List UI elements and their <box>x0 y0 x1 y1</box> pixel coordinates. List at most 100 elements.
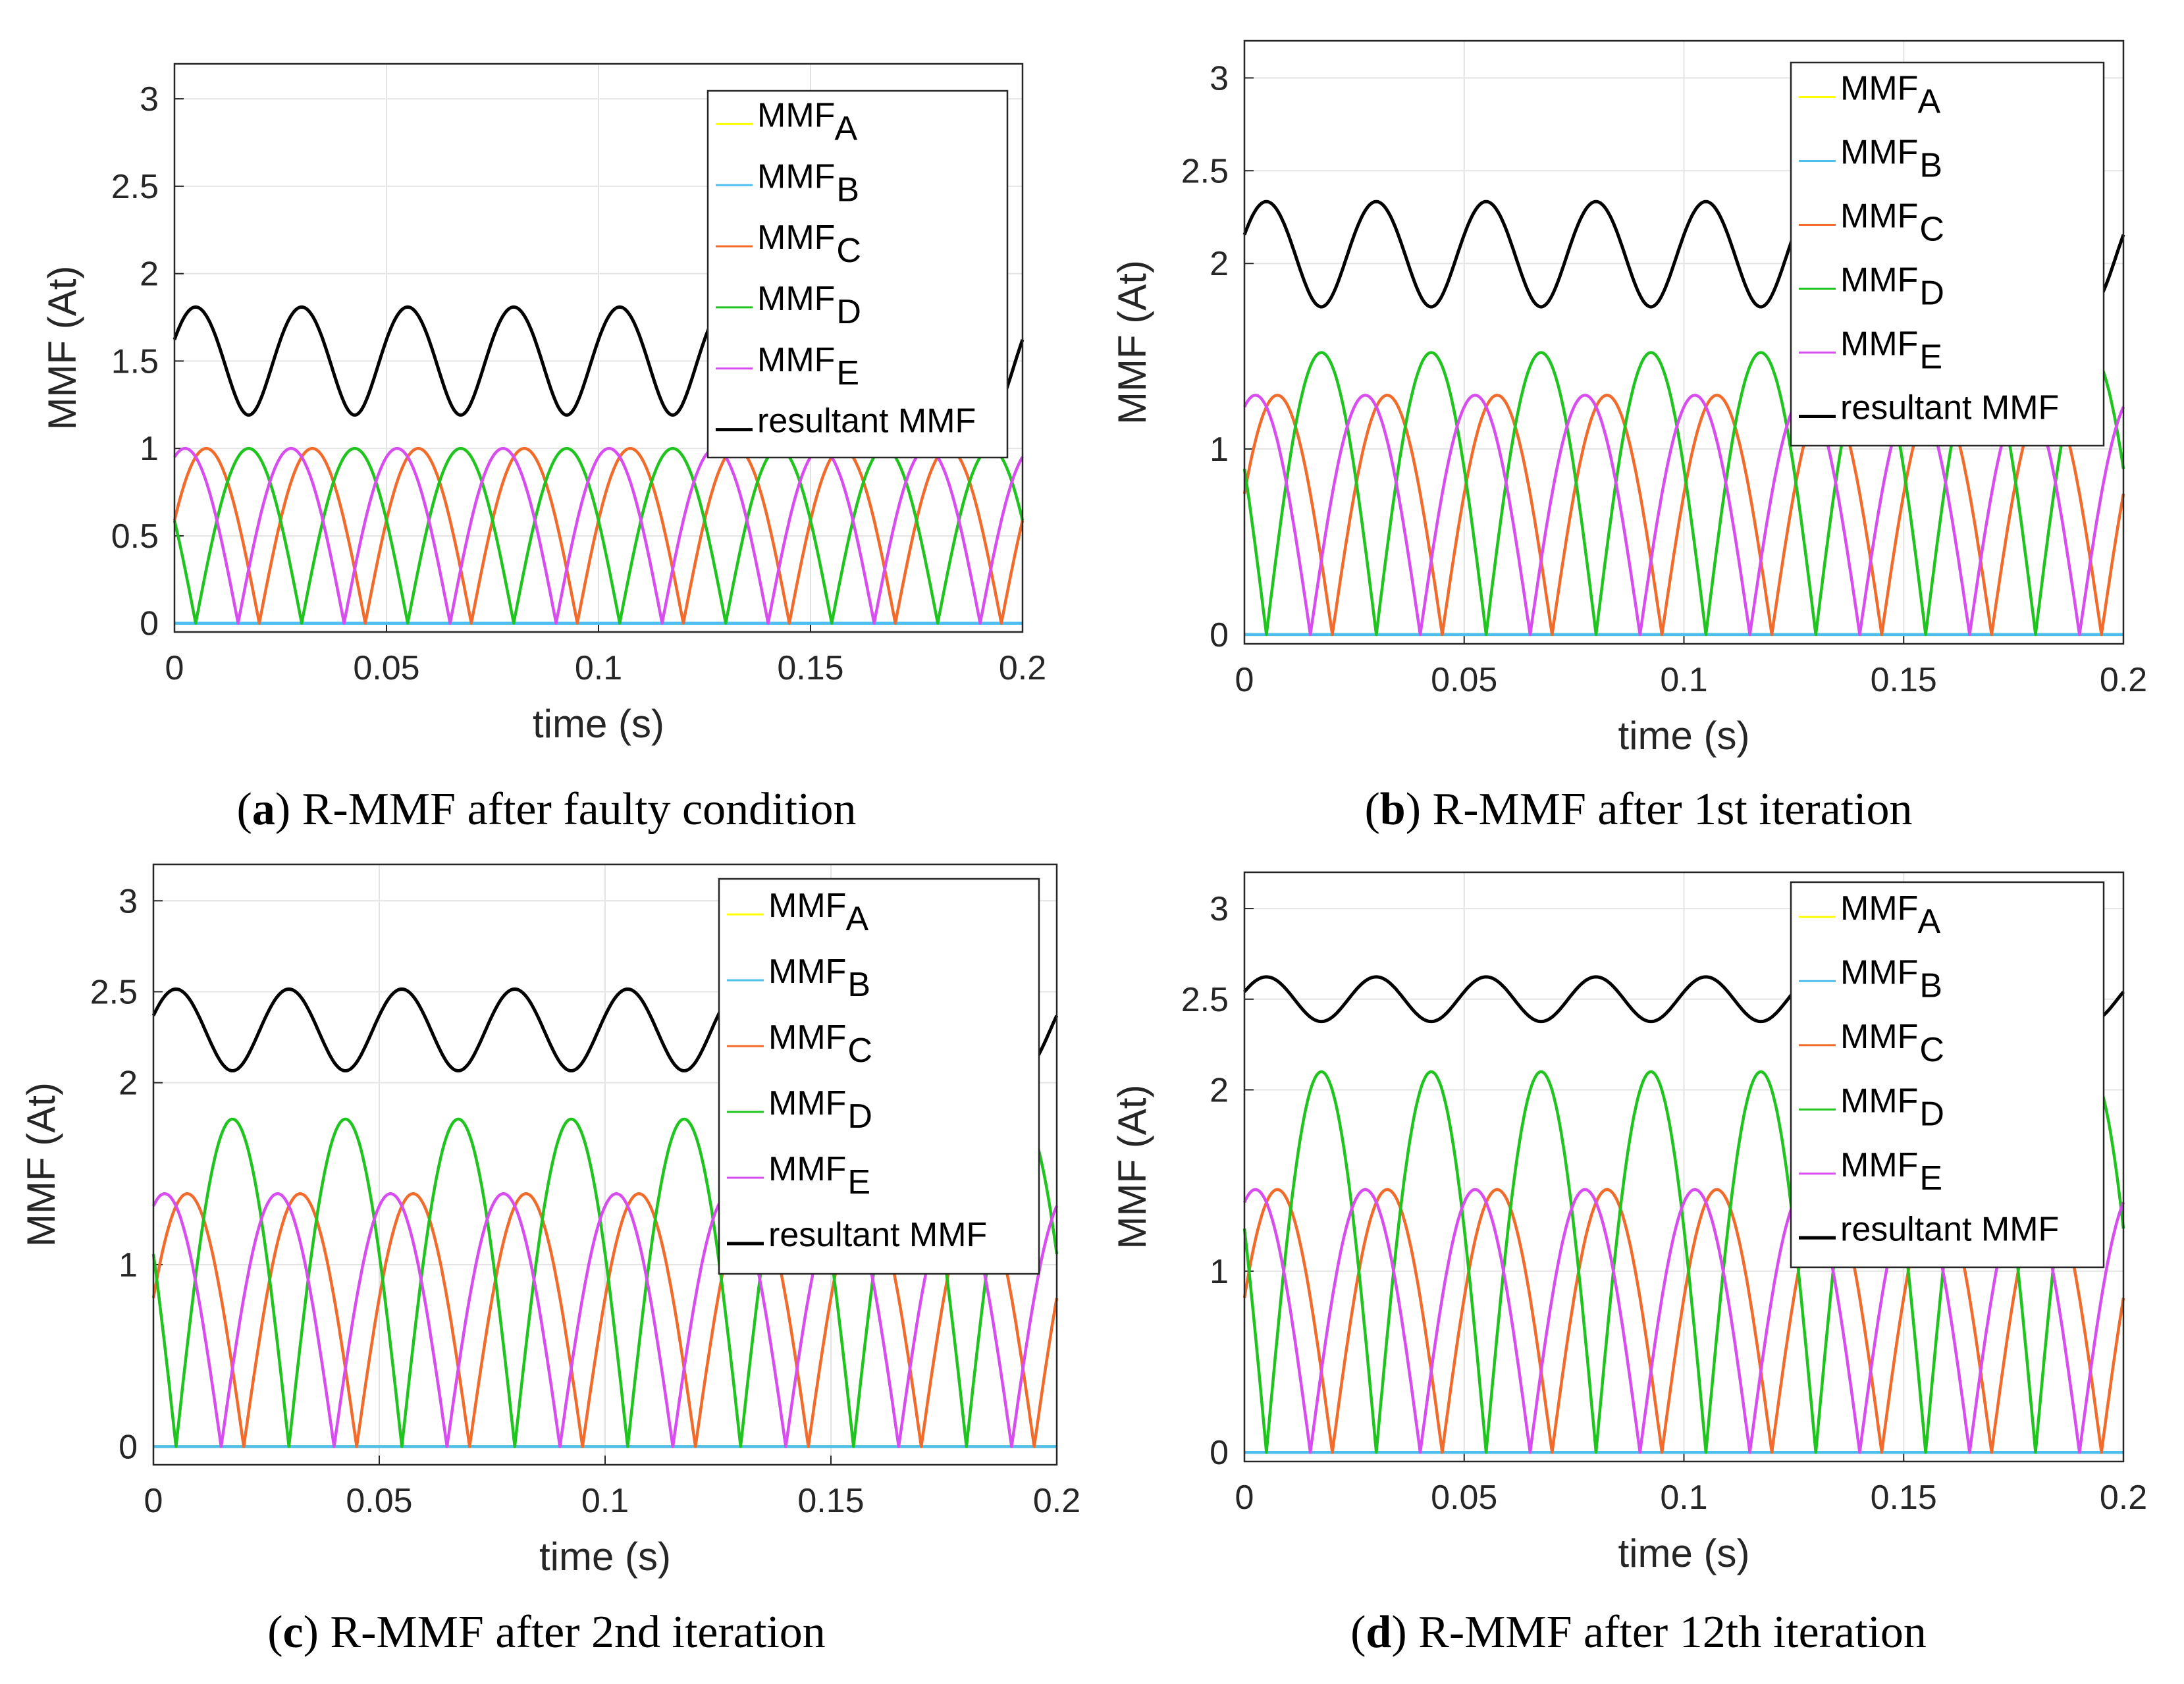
panel-a-x-tick-label: 0.15 <box>777 649 843 687</box>
panel-d-legend-subscript: B <box>1919 966 1942 1005</box>
panel-d-legend-subscript: D <box>1919 1095 1944 1133</box>
panel-d-x-axis-label: time (s) <box>1618 1531 1750 1575</box>
panel-a-x-tick-label: 0.05 <box>353 649 419 687</box>
panel-c-x-axis-label: time (s) <box>539 1535 671 1579</box>
panel-a-y-tick-label: 1.5 <box>111 342 159 381</box>
caption-d: (d) R-MMF after 12th iteration <box>1350 1607 1927 1658</box>
panel-c-x-tick-label: 0 <box>144 1482 163 1520</box>
panel-b-legend-subscript: A <box>1918 83 1941 121</box>
panel-c-y-tick-label: 3 <box>119 882 138 920</box>
caption-d-letter: d <box>1366 1607 1392 1658</box>
panel-b-y-tick-label: 3 <box>1210 59 1229 97</box>
panel-b-legend-box <box>1790 61 2105 447</box>
panel-c-legend-subscript: A <box>846 900 869 938</box>
panel-c-x-tick-label: 0.15 <box>797 1482 864 1520</box>
panel-c-x-tick-label: 0.05 <box>346 1482 412 1520</box>
panel-b-axes-box <box>1243 39 2125 645</box>
panel-c-y-tick-label: 2 <box>119 1065 138 1103</box>
panel-d-x-tick-label: 0.2 <box>2100 1479 2147 1517</box>
caption-b: (b) R-MMF after 1st iteration <box>1364 784 1913 835</box>
panel-d-y-tick-label: 2 <box>1210 1071 1229 1109</box>
panel-b-y-tick-label: 1 <box>1210 431 1229 469</box>
panel-b-x-tick-label: 0.1 <box>1660 661 1707 699</box>
panel-c-legend-box <box>718 878 1040 1275</box>
panel-b-series-line-c <box>1242 394 2125 637</box>
panel-c-legend-subscript: D <box>847 1097 872 1136</box>
panel-b-legend-subscript: B <box>1919 147 1942 185</box>
panel-d-legend-subscript: C <box>1919 1031 1944 1069</box>
panel-a-y-tick-label: 1 <box>140 430 159 468</box>
panel-b-y-axis-label: MMF (At) <box>1110 260 1154 425</box>
panel-c-y-tick-label: 2.5 <box>90 973 138 1011</box>
panel-d-y-tick-label: 3 <box>1210 890 1229 928</box>
panel-d-series-line-c <box>1242 1188 2125 1454</box>
panel-b-legend-subscript: E <box>1919 338 1942 377</box>
panel-c-legend-subscript: B <box>847 966 870 1004</box>
panel-d-axes-box <box>1243 871 2125 1463</box>
panel-c-y-tick-label: 0 <box>119 1428 138 1466</box>
panel-a-y-tick-label: 0 <box>140 605 159 643</box>
panel-d-legend-subscript: A <box>1918 903 1941 941</box>
panel-a-legend-subscript: B <box>836 171 859 209</box>
panel-c-axes-box <box>152 863 1058 1466</box>
panel-c-legend-label-resultant: resultant MMF <box>768 1216 987 1254</box>
panel-c-series-line-e <box>151 1192 1059 1448</box>
panel-a-series-line-e <box>173 446 1024 625</box>
panel-d-legend-subscript: E <box>1919 1159 1942 1197</box>
panel-b-x-axis-label: time (s) <box>1618 714 1750 758</box>
panel-d-x-tick-label: 0.1 <box>1660 1479 1707 1517</box>
panel-a-x-tick-label: 0.2 <box>999 649 1046 687</box>
panel-c-x-tick-label: 0.2 <box>1033 1482 1080 1520</box>
panel-a-axes-box <box>173 63 1024 633</box>
panel-b-x-tick-label: 0.2 <box>2100 661 2147 699</box>
panel-d-legend-box <box>1790 881 2105 1269</box>
caption-a: (a) R-MMF after faulty condition <box>236 784 857 835</box>
panel-d-y-tick-label: 0 <box>1210 1434 1229 1472</box>
panel-d-legend-label-resultant: resultant MMF <box>1840 1210 2059 1248</box>
panel-a-x-tick-label: 0.1 <box>575 649 622 687</box>
caption-a-letter: a <box>252 784 275 835</box>
caption-b-text: R-MMF after 1st iteration <box>1432 784 1913 835</box>
caption-c-text: R-MMF after 2nd iteration <box>330 1607 826 1658</box>
caption-a-text: R-MMF after faulty condition <box>302 784 857 835</box>
panel-a-legend-subscript: A <box>835 109 858 147</box>
panel-a-y-tick-label: 2.5 <box>111 168 159 206</box>
panel-c-y-axis-label: MMF (At) <box>19 1082 63 1247</box>
panel-d-x-tick-label: 0.15 <box>1871 1479 1937 1517</box>
panel-a-legend-label-resultant: resultant MMF <box>757 402 976 440</box>
panel-b-x-tick-label: 0.15 <box>1871 661 1937 699</box>
panel-b-legend-subscript: D <box>1919 275 1944 313</box>
panel-a-y-tick-label: 3 <box>140 80 159 118</box>
panel-b-x-tick-label: 0 <box>1235 661 1254 699</box>
panel-b-y-tick-label: 2 <box>1210 245 1229 283</box>
panel-a-legend-subscript: D <box>836 293 861 331</box>
panel-a-legend-subscript: E <box>836 354 859 392</box>
panel-b-legend-subscript: C <box>1919 211 1944 249</box>
panel-c-y-tick-label: 1 <box>119 1246 138 1284</box>
caption-d-text: R-MMF after 12th iteration <box>1418 1607 1927 1658</box>
panel-c-legend-subscript: C <box>847 1032 872 1070</box>
panel-d-y-tick-label: 2.5 <box>1181 981 1229 1019</box>
panel-a-y-axis-label: MMF (At) <box>40 266 84 431</box>
panel-a-y-tick-label: 0.5 <box>111 517 159 556</box>
panel-b-legend-label-resultant: resultant MMF <box>1840 389 2059 427</box>
panel-c-legend-subscript: E <box>847 1163 870 1201</box>
panel-b-series-line-e <box>1242 394 2125 637</box>
panel-c-series-line-c <box>151 1192 1059 1448</box>
panel-d-x-tick-label: 0.05 <box>1431 1479 1497 1517</box>
caption-b-letter: b <box>1379 784 1406 835</box>
panel-a-y-tick-label: 2 <box>140 255 159 294</box>
panel-a-x-axis-label: time (s) <box>533 702 664 746</box>
caption-c-letter: c <box>282 1607 304 1658</box>
panel-d-x-tick-label: 0 <box>1235 1479 1254 1517</box>
panel-b-y-tick-label: 0 <box>1210 616 1229 654</box>
panel-a: 0 0.05 0.1 0.15 0.2 0 0.5 1 1.5 2 2.5 3 time (s) MMF … <box>40 63 1046 746</box>
panel-d-series-line-e <box>1242 1188 2125 1454</box>
panel-a-x-tick-label: 0 <box>165 649 184 687</box>
caption-c: (c) R-MMF after 2nd iteration <box>267 1607 826 1658</box>
